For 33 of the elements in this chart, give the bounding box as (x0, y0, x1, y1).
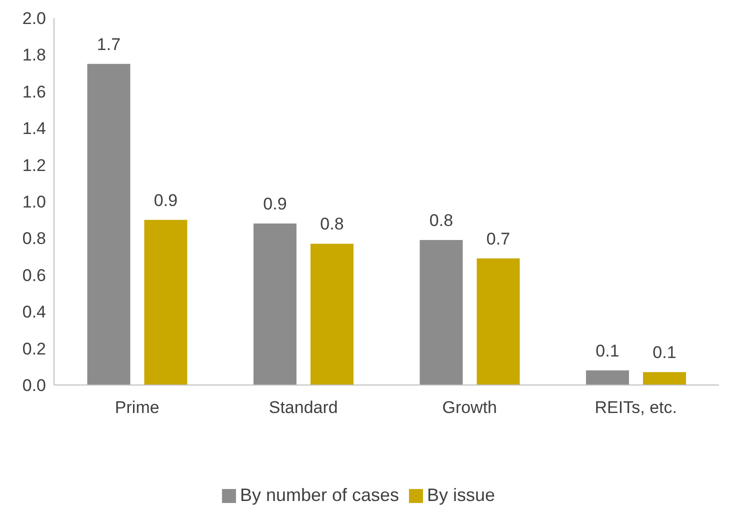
data-label: 0.9 (154, 190, 178, 210)
data-label: 0.8 (320, 214, 344, 234)
y-tick-label: 1.6 (22, 82, 46, 102)
bar (476, 258, 520, 385)
bar (254, 224, 296, 385)
y-tick-label: 1.0 (22, 192, 46, 212)
x-tick-label: Growth (442, 398, 498, 418)
bar (144, 220, 188, 385)
y-tick-label: 2.0 (22, 9, 46, 28)
legend-label: By issue (427, 485, 496, 505)
y-tick-label: 0.6 (22, 266, 46, 285)
y-tick-label: 1.4 (22, 119, 46, 138)
bar (310, 244, 354, 385)
y-tick-label: 0.8 (22, 229, 46, 248)
x-tick-label: Standard (268, 398, 338, 418)
bar (420, 240, 463, 385)
data-label: 0.9 (263, 194, 287, 214)
y-tick-label: 1.2 (22, 156, 46, 175)
y-tick-label: 0.2 (22, 339, 46, 358)
data-label: 0.7 (486, 229, 510, 248)
data-label: 0.8 (429, 211, 454, 230)
bar (586, 370, 629, 385)
x-tick-label: Prime (114, 398, 160, 418)
y-tick-label: 1.8 (22, 46, 46, 65)
bar (87, 64, 130, 385)
y-tick-label: 0.4 (22, 302, 46, 322)
data-label: 0.1 (596, 341, 620, 360)
bar (643, 372, 686, 385)
x-tick-label: REITs, etc. (594, 398, 677, 418)
legend-label: By number of cases (240, 485, 400, 505)
y-tick-label: 0.0 (22, 376, 46, 396)
data-label: 0.1 (652, 343, 676, 362)
data-label: 1.7 (96, 34, 121, 54)
